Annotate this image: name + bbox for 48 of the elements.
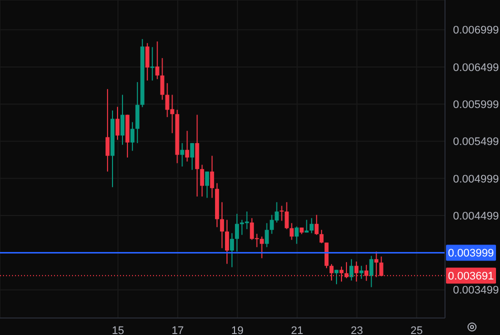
candlestick xyxy=(150,46,154,82)
candlestick xyxy=(160,58,164,100)
candlestick xyxy=(185,130,190,162)
candlestick xyxy=(205,171,210,198)
candlestick xyxy=(260,236,264,259)
candlestick xyxy=(210,155,214,198)
x-tick-label: 23 xyxy=(350,324,364,335)
candlestick xyxy=(320,229,324,244)
candlestick xyxy=(294,226,299,244)
candlestick xyxy=(314,214,319,236)
candlestick xyxy=(230,232,234,268)
candlestick xyxy=(310,218,314,234)
candlestick xyxy=(304,219,309,234)
candlestick xyxy=(234,213,239,252)
y-tick-label: 0.006499 xyxy=(453,62,499,74)
candlestick xyxy=(115,106,120,140)
candlestick xyxy=(120,94,124,146)
candlestick xyxy=(130,122,134,152)
candlestick xyxy=(334,269,338,285)
candlestick xyxy=(220,202,224,249)
x-tick-label: 21 xyxy=(291,324,304,335)
candlestick xyxy=(145,42,150,82)
candlestick xyxy=(290,222,294,240)
y-tick-label: 0.004999 xyxy=(453,173,499,186)
candlestick xyxy=(200,164,204,198)
candlestick xyxy=(225,219,230,264)
candlestick xyxy=(180,142,184,168)
candlestick xyxy=(324,242,329,269)
candlestick xyxy=(190,142,194,170)
y-tick-label: 0.003499 xyxy=(453,284,499,297)
candlestick xyxy=(284,202,289,230)
candlestick xyxy=(264,222,269,248)
x-tick-label: 15 xyxy=(112,324,124,335)
y-tick-label: 0.005999 xyxy=(453,99,499,111)
candlestick xyxy=(280,205,284,222)
y-tick-label: 0.004499 xyxy=(453,210,499,222)
candlestick xyxy=(359,265,364,280)
candlestick xyxy=(369,255,374,288)
y-tick-label: 0.006999 xyxy=(453,24,499,37)
x-tick-label: 25 xyxy=(410,324,423,335)
y-tick-label: 0.005499 xyxy=(453,136,499,148)
candlestick xyxy=(106,88,110,172)
ref-line-label: 0.003691 xyxy=(448,270,494,283)
candlestick xyxy=(155,40,160,80)
x-tick-label: 19 xyxy=(231,324,244,335)
x-tick-label: 17 xyxy=(172,324,184,335)
candlestick xyxy=(349,258,354,282)
ref-line-label: 0.003999 xyxy=(448,248,494,260)
